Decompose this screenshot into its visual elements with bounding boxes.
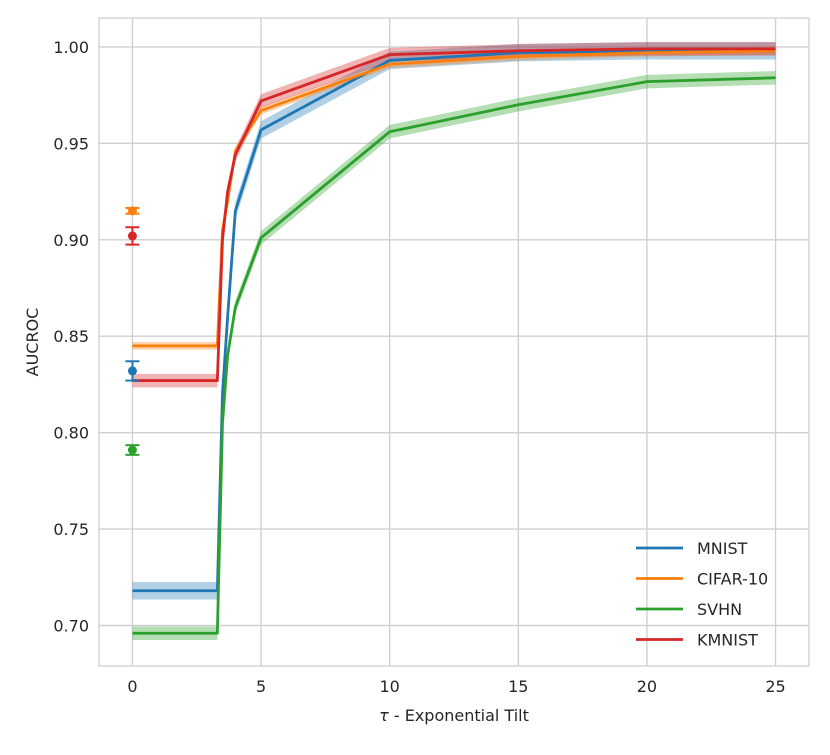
x-tick-label-4: 20 <box>637 677 657 696</box>
line-kmnist <box>132 47 776 382</box>
line-layer <box>132 47 776 635</box>
point-svhn <box>127 445 137 455</box>
grid-layer <box>99 18 809 666</box>
x-tick-label-3: 15 <box>508 677 528 696</box>
point-cifar-10 <box>127 206 137 216</box>
y-tick-label-2: 0.80 <box>53 424 89 443</box>
legend-label-svhn: SVHN <box>697 600 742 619</box>
x-axis-symbol: τ <box>379 706 389 725</box>
x-tick-label-1: 5 <box>256 677 266 696</box>
x-tick-label-2: 10 <box>380 677 400 696</box>
y-tick-label-1: 0.75 <box>53 520 89 539</box>
y-tick-labels: 0.70 0.75 0.80 0.85 0.90 0.95 1.00 <box>53 38 89 636</box>
plot-frame <box>98 17 810 667</box>
legend-label-mnist: MNIST <box>697 539 748 558</box>
y-tick-label-6: 1.00 <box>53 38 89 57</box>
y-tick-label-0: 0.70 <box>53 617 89 636</box>
band-layer <box>132 42 776 640</box>
y-tick-label-5: 0.95 <box>53 134 89 153</box>
line-svhn <box>132 76 776 635</box>
x-axis-text: - Exponential Tilt <box>389 706 529 725</box>
y-tick-label-4: 0.90 <box>53 231 89 250</box>
legend-label-kmnist: KMNIST <box>697 631 758 650</box>
y-axis-label: AUCROC <box>23 308 42 377</box>
band-svhn <box>132 71 776 640</box>
point-kmnist <box>127 231 137 241</box>
point-layer <box>125 206 140 456</box>
point-mnist <box>127 366 137 376</box>
x-axis-label: τ - Exponential Tilt <box>379 706 529 725</box>
x-tick-labels: 0 5 10 15 20 25 <box>127 677 785 696</box>
legend-label-cifar-10: CIFAR-10 <box>697 570 768 589</box>
x-tick-label-0: 0 <box>127 677 137 696</box>
y-tick-label-3: 0.85 <box>53 327 89 346</box>
legend: MNIST CIFAR-10 SVHN KMNIST <box>636 539 768 650</box>
x-tick-label-5: 25 <box>765 677 785 696</box>
